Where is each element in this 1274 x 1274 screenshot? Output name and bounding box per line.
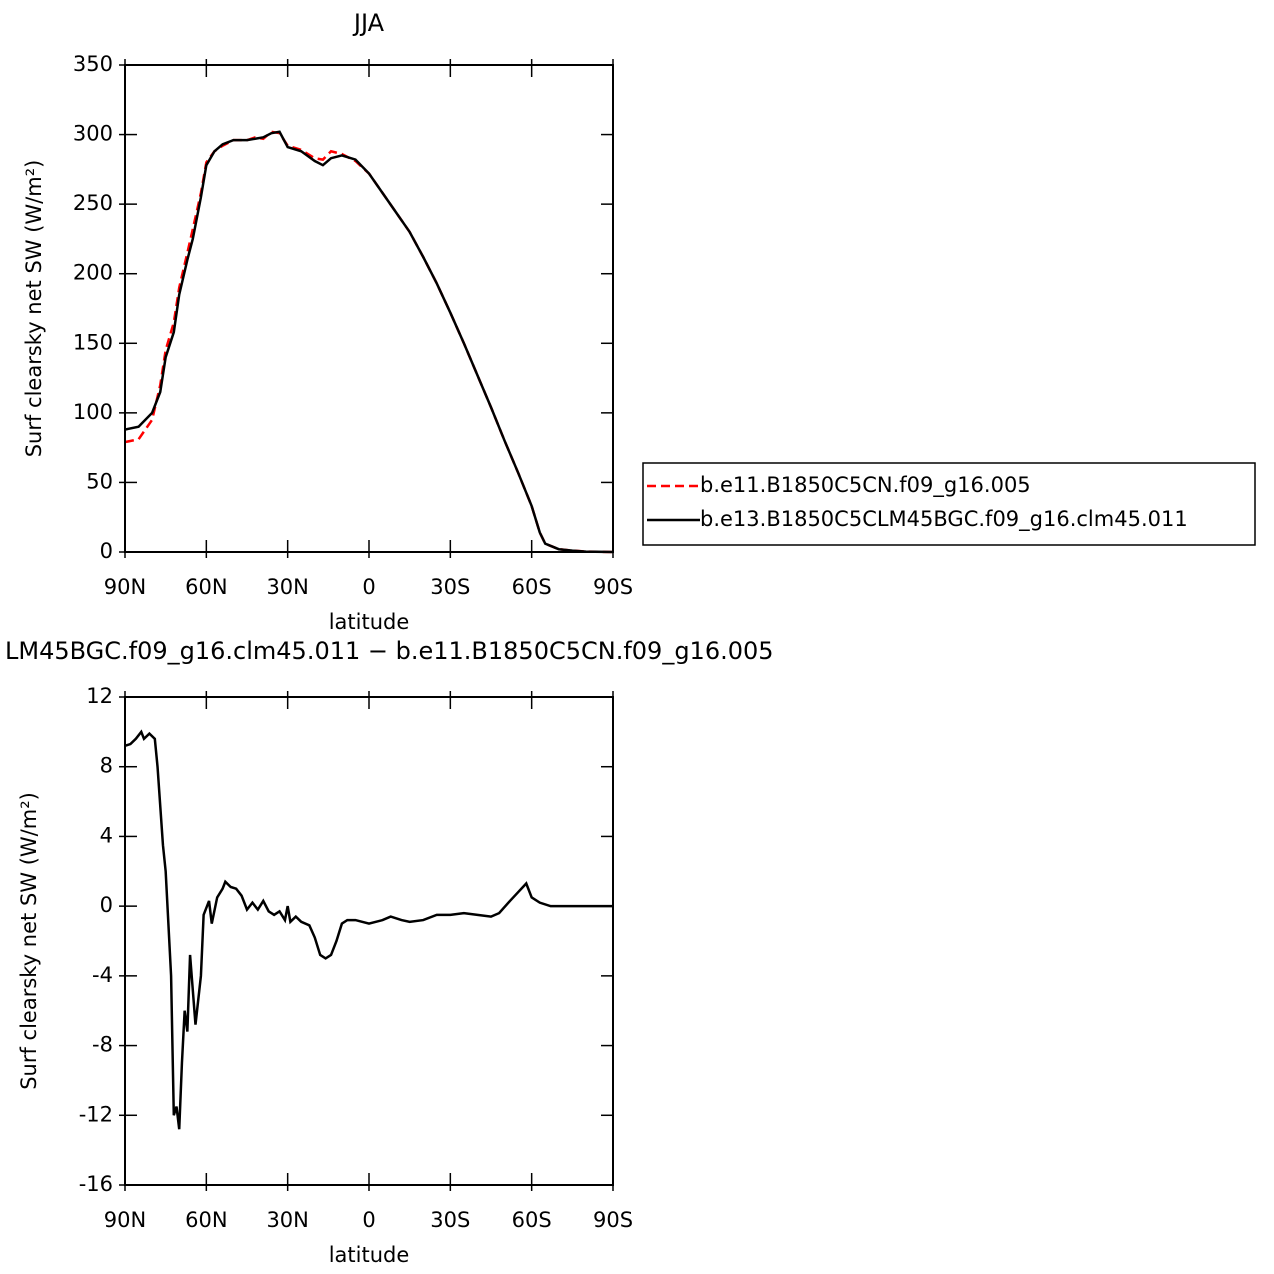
y-tick-label: -4 <box>92 963 113 987</box>
x-tick-label: 90N <box>104 1208 146 1232</box>
x-tick-label: 60S <box>512 1208 552 1232</box>
x-axis-label: latitude <box>329 610 410 634</box>
x-tick-label: 60S <box>512 575 552 599</box>
data-line <box>124 130 614 554</box>
y-axis-label: Surf clearsky net SW (W/m²) <box>22 160 46 458</box>
y-tick-label: 0 <box>100 893 113 917</box>
plot-frame <box>124 696 614 1186</box>
x-tick-label: 90N <box>104 575 146 599</box>
data-line <box>124 729 613 1130</box>
y-tick-label: 12 <box>86 684 113 708</box>
y-tick-label: 250 <box>73 191 113 215</box>
legend-label: b.e11.B1850C5CN.f09_g16.005 <box>700 473 1031 498</box>
x-tick-label: 30S <box>430 575 470 599</box>
x-tick-label: 60N <box>185 575 227 599</box>
x-tick-label: 0 <box>362 575 375 599</box>
y-tick-label: 0 <box>100 539 113 563</box>
data-line <box>124 130 614 554</box>
x-tick-label: 30S <box>430 1208 470 1232</box>
x-tick-label: 30N <box>266 1208 308 1232</box>
x-tick-label: 90S <box>593 1208 633 1232</box>
chart-title: JJA <box>352 9 385 37</box>
y-tick-label: -8 <box>92 1033 113 1057</box>
legend-label: b.e13.B1850C5CLM45BGC.f09_g16.clm45.011 <box>700 507 1188 532</box>
chart-title: LM45BGC.f09_g16.clm45.011 − b.e11.B1850C… <box>5 637 774 665</box>
y-tick-label: 4 <box>100 823 113 847</box>
y-tick-label: 8 <box>100 754 113 778</box>
x-tick-label: 90S <box>593 575 633 599</box>
y-tick-label: 100 <box>73 400 113 424</box>
y-tick-label: 200 <box>73 261 113 285</box>
x-tick-label: 0 <box>362 1208 375 1232</box>
y-axis-label: Surf clearsky net SW (W/m²) <box>17 792 41 1090</box>
x-tick-label: 30N <box>266 575 308 599</box>
x-tick-label: 60N <box>185 1208 227 1232</box>
y-tick-label: -12 <box>79 1102 113 1126</box>
y-tick-label: 350 <box>73 52 113 76</box>
plot-frame <box>124 64 614 553</box>
x-axis-label: latitude <box>329 1243 410 1267</box>
y-tick-label: 150 <box>73 330 113 354</box>
y-tick-label: 50 <box>86 469 113 493</box>
y-tick-label: -16 <box>79 1172 113 1196</box>
legend-box <box>642 462 1256 546</box>
y-tick-label: 300 <box>73 122 113 146</box>
